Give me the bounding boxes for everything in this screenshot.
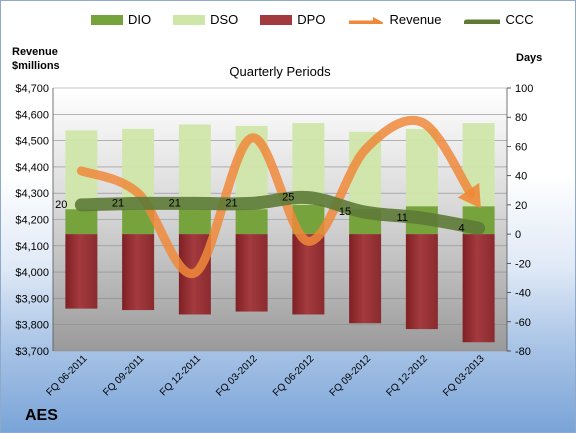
ccc-data-label: 21 (169, 197, 181, 209)
x-tick-label: FQ 03-2012 (214, 353, 260, 399)
x-tick-label: FQ 06-2011 (45, 353, 90, 398)
left-tick-label: $3,900 (15, 293, 49, 305)
x-tick-label: FQ 09-2012 (328, 353, 374, 399)
right-axis-title: Days (516, 52, 543, 64)
bar-dpo (235, 234, 268, 312)
left-tick-label: $3,800 (15, 320, 49, 332)
ccc-line (74, 190, 486, 235)
bar-dpo (122, 234, 155, 311)
revenue-arrowhead (457, 182, 481, 209)
left-tick-label: $4,600 (15, 109, 49, 121)
ccc-data-label: 25 (282, 192, 294, 204)
legend-item-dpo: DPO (260, 12, 325, 27)
right-tick-label: -80 (515, 346, 531, 358)
bar-dpo (349, 234, 382, 324)
legend-line-icon (463, 19, 500, 24)
ccc-data-label: 15 (339, 206, 351, 218)
chart-title: Quarterly Periods (229, 64, 331, 79)
company-name: AES (25, 407, 58, 424)
bar-dio (178, 209, 211, 235)
revenue-line (76, 115, 476, 278)
legend-swatch-dso (173, 14, 206, 25)
right-tick-label: 60 (515, 141, 527, 153)
ccc-data-label: 11 (396, 212, 407, 224)
bar-dio (65, 209, 98, 235)
legend-label-dso: DSO (210, 12, 239, 27)
ccc-data-label: 4 (459, 222, 465, 234)
legend-label-revenue: Revenue (389, 12, 442, 27)
left-tick-label: $3,700 (15, 346, 49, 358)
bar-dpo (405, 234, 438, 330)
left-axis-title-line2: $millions (12, 60, 60, 72)
bar-dpo (462, 234, 495, 343)
right-tick-label: -20 (515, 258, 531, 270)
legend-label-dio: DIO (128, 12, 152, 27)
x-tick-label: FQ 06-2012 (271, 353, 317, 399)
right-tick-label: 100 (515, 83, 533, 95)
right-tick-label: -60 (515, 317, 531, 329)
legend-swatch-dpo (260, 14, 293, 25)
legend: DIO DSO DPO Revenue CCC (91, 12, 556, 27)
bar-dio (235, 209, 268, 235)
right-tick-label: 80 (515, 112, 527, 124)
legend-label-ccc: CCC (505, 12, 534, 27)
x-tick-label: FQ 03-2013 (441, 353, 487, 399)
right-tick-label: 40 (515, 171, 527, 183)
legend-item-ccc: CCC (463, 12, 534, 27)
bar-dso (405, 128, 438, 207)
left-tick-label: $4,300 (15, 188, 49, 200)
bar-dso (178, 124, 211, 210)
left-tick-label: $4,500 (15, 136, 49, 148)
ccc-data-label: 21 (112, 197, 124, 209)
left-tick-label: $4,000 (15, 267, 49, 279)
legend-item-revenue: Revenue (347, 12, 442, 27)
x-tick-label: FQ 12-2011 (158, 353, 203, 398)
ccc-data-label: 21 (225, 197, 237, 209)
legend-arrow-icon (349, 16, 384, 24)
left-axis-title-line1: Revenue (12, 46, 58, 58)
left-tick-label: $4,400 (15, 162, 49, 174)
legend-item-dio: DIO (91, 12, 151, 27)
bar-dpo (65, 234, 98, 309)
legend-label-dpo: DPO (297, 12, 326, 27)
ccc-data-label: 20 (55, 199, 67, 211)
left-axis-title: Revenue $millions (12, 45, 60, 73)
bar-dpo (292, 234, 325, 315)
left-tick-label: $4,700 (15, 83, 49, 95)
legend-item-dso: DSO (173, 12, 238, 27)
x-tick-label: FQ 09-2011 (101, 353, 146, 398)
legend-swatch-dio (91, 14, 123, 25)
left-tick-label: $4,200 (15, 215, 49, 227)
right-tick-label: -40 (515, 288, 531, 300)
right-tick-label: 20 (515, 200, 527, 212)
right-tick-label: 0 (515, 229, 521, 241)
left-tick-label: $4,100 (15, 241, 49, 253)
x-tick-label: FQ 12-2012 (384, 353, 430, 399)
